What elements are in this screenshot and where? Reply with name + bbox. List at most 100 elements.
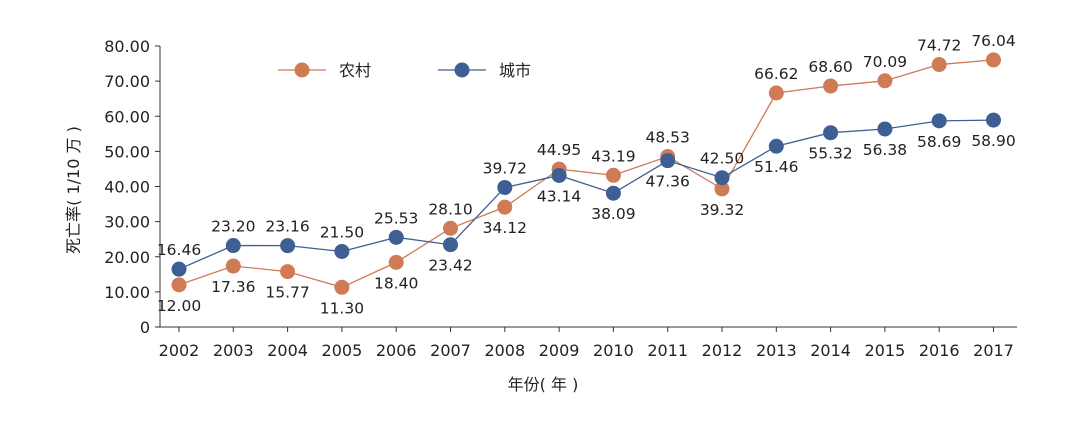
y-tick-label: 0: [140, 318, 150, 337]
rural-point: [768, 85, 784, 101]
rural-data-label: 17.36: [211, 278, 255, 296]
urban-data-label: 56.38: [863, 141, 907, 159]
urban-series-line: [178, 119, 994, 270]
x-tick-label: 2004: [267, 341, 308, 360]
rural-data-label: 70.09: [863, 53, 907, 71]
rural-point: [497, 199, 513, 215]
rural-point: [225, 258, 241, 274]
rural-data-label: 44.95: [537, 141, 581, 159]
y-axis-title: 死亡率( 1/10 万 ): [64, 126, 83, 254]
rural-point: [986, 52, 1001, 68]
urban-data-label: 16.46: [157, 241, 201, 259]
x-tick-label: 2005: [322, 341, 363, 360]
y-tick-label: 40.00: [104, 178, 150, 197]
urban-point: [497, 179, 513, 195]
urban-point: [443, 237, 458, 253]
rural-point: [823, 78, 839, 94]
rural-data-label: 43.19: [591, 147, 635, 165]
urban-point: [768, 138, 784, 154]
legend: 农村 城市: [278, 61, 531, 80]
urban-data-label: 21.50: [320, 223, 364, 241]
urban-data-label: 51.46: [754, 158, 798, 176]
urban-data-label: 43.14: [537, 187, 581, 205]
urban-data-label: 38.09: [591, 205, 635, 223]
urban-data-label: 55.32: [808, 145, 852, 163]
y-tick-label: 10.00: [104, 283, 150, 302]
x-tick-label: 2003: [213, 341, 254, 360]
urban-point: [823, 125, 839, 141]
urban-data-label: 39.72: [483, 159, 527, 177]
legend-rural-label: 农村: [339, 61, 371, 80]
legend-urban-label: 城市: [499, 61, 531, 80]
urban-data-label: 23.42: [428, 257, 472, 275]
series-lines: [178, 59, 994, 289]
legend-urban-marker: [454, 62, 470, 78]
rural-data-label: 74.72: [917, 37, 961, 55]
urban-point: [877, 121, 893, 137]
x-tick-label: 2015: [865, 341, 906, 360]
rural-point: [877, 73, 893, 89]
x-tick-label: 2014: [810, 341, 851, 360]
urban-data-label: 47.36: [646, 173, 690, 191]
x-tick-label: 2008: [484, 341, 525, 360]
rural-data-label: 15.77: [265, 284, 309, 302]
series-points: [171, 52, 1001, 295]
y-tick-label: 50.00: [104, 142, 150, 161]
rural-data-label: 18.40: [374, 274, 418, 292]
rural-point: [171, 277, 187, 293]
y-tick-label: 80.00: [104, 37, 150, 56]
rural-point: [334, 279, 350, 295]
x-tick-label: 2009: [539, 341, 580, 360]
rural-point: [714, 181, 730, 197]
urban-point: [551, 167, 567, 183]
rural-data-label: 68.60: [808, 58, 852, 76]
x-axis-title: 年份( 年 ): [508, 375, 579, 394]
urban-point: [171, 261, 187, 277]
urban-point: [388, 229, 404, 245]
urban-point: [660, 153, 676, 169]
rural-point: [605, 167, 621, 183]
x-tick-label: 2016: [919, 341, 960, 360]
x-tick-label: 2013: [756, 341, 797, 360]
rural-data-label: 28.10: [428, 200, 472, 218]
x-tick-label: 2002: [159, 341, 200, 360]
data-labels: 12.00 17.36 15.77 11.30 18.40 28.10 34.12 44.95…: [157, 32, 1016, 317]
x-tick-label: 2007: [430, 341, 471, 360]
rural-data-label: 11.30: [320, 299, 364, 317]
rural-point: [280, 264, 296, 280]
urban-point: [931, 113, 947, 129]
rural-point: [388, 254, 404, 270]
rural-data-label: 34.12: [483, 219, 527, 237]
x-tick-label: 2011: [647, 341, 688, 360]
urban-point: [225, 238, 241, 254]
urban-point: [714, 170, 730, 186]
urban-point: [334, 243, 350, 259]
rural-data-label: 66.62: [754, 65, 798, 83]
urban-data-label: 58.69: [917, 133, 961, 151]
urban-data-label: 42.50: [700, 150, 744, 168]
axes: 0 10.00 20.00 30.00 40.00 50.00 60.00 70.00 80.0…: [104, 37, 1017, 360]
rural-data-label: 48.53: [646, 129, 690, 147]
rural-data-label: 39.32: [700, 201, 744, 219]
urban-data-label: 25.53: [374, 209, 418, 227]
urban-data-label: 58.90: [971, 132, 1015, 150]
legend-rural-marker: [294, 62, 310, 78]
urban-data-label: 23.20: [211, 218, 255, 236]
y-tick-label: 30.00: [104, 213, 150, 232]
y-tick-label: 20.00: [104, 248, 150, 267]
rural-series-line: [178, 59, 994, 289]
y-tick-label: 60.00: [104, 107, 150, 126]
urban-point: [280, 238, 296, 254]
x-tick-label: 2006: [376, 341, 417, 360]
rural-data-label: 12.00: [157, 297, 201, 315]
y-tick-label: 70.00: [104, 72, 150, 91]
rural-data-label: 76.04: [971, 32, 1015, 50]
x-tick-label: 2012: [702, 341, 743, 360]
x-tick-label: 2010: [593, 341, 634, 360]
urban-data-label: 23.16: [265, 218, 309, 236]
urban-point: [605, 185, 621, 201]
rural-point: [931, 57, 947, 73]
x-tick-label: 2017: [973, 341, 1014, 360]
